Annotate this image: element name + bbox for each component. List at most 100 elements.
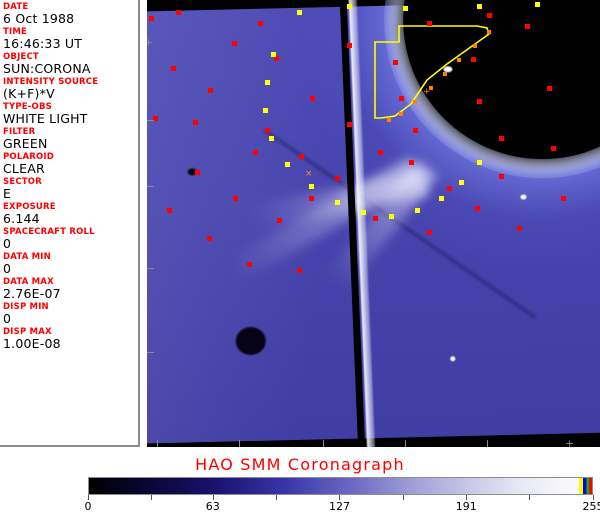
star-marker-red [447, 186, 452, 191]
star-marker-red [171, 66, 176, 71]
metadata-value: E [3, 187, 138, 201]
star-marker-yellow [269, 136, 274, 141]
polygon-vertex-dot [473, 44, 477, 48]
axis-tick [157, 440, 158, 447]
metadata-value: CLEAR [3, 162, 138, 176]
star-marker-red [297, 268, 302, 273]
page-title: HAO SMM Coronagraph [0, 455, 600, 474]
glyph-plus-marker: + [423, 88, 431, 97]
metadata-value: 0 [3, 262, 138, 276]
colorbar-gradient [89, 478, 579, 494]
image-canvas: × + + + [147, 0, 600, 447]
star-marker-red [547, 86, 552, 91]
axis-tick [147, 186, 154, 187]
axis-tick [147, 352, 154, 353]
star-marker-yellow [403, 6, 408, 11]
star-marker-red [409, 160, 414, 165]
star-marker-red [310, 96, 315, 101]
bright-speck [520, 194, 526, 199]
polygon-vertex-dot [413, 100, 417, 104]
star-marker-yellow [347, 4, 352, 9]
star-marker-yellow [439, 196, 444, 201]
metadata-key: SECTOR [3, 177, 138, 187]
metadata-field: INTENSITY SOURCE(K+F)*V [3, 77, 138, 101]
star-marker-yellow [477, 160, 482, 165]
star-marker-red [551, 146, 556, 151]
metadata-key: DATA MIN [3, 252, 138, 262]
glyph-x-marker: × [305, 170, 313, 179]
star-marker-yellow [285, 162, 290, 167]
star-marker-red [233, 196, 238, 201]
metadata-value: 6.144 [3, 212, 138, 226]
crosshair-marker: + [565, 438, 574, 447]
star-marker-red [193, 120, 198, 125]
dark-blob [235, 327, 266, 356]
star-marker-red [475, 206, 480, 211]
star-marker-yellow [361, 210, 366, 215]
metadata-value: GREEN [3, 137, 138, 151]
metadata-value: 1.00E-08 [3, 337, 138, 351]
star-marker-red [517, 226, 522, 231]
metadata-value: 0 [3, 312, 138, 326]
colorbar-label: 191 [456, 500, 477, 513]
image-panel: × + + + [147, 0, 600, 447]
star-marker-red [208, 88, 213, 93]
star-marker-red [167, 208, 172, 213]
star-marker-red [471, 57, 476, 62]
star-marker-red [525, 24, 530, 29]
colorbar [88, 477, 593, 495]
star-marker-yellow [415, 208, 420, 213]
star-marker-red [347, 43, 352, 48]
star-marker-red [277, 218, 282, 223]
star-marker-yellow [297, 10, 302, 15]
colorbar-labels: 063127191255 [88, 500, 593, 512]
star-marker-red [373, 216, 378, 221]
star-marker-red [309, 196, 314, 201]
colorbar-label: 255 [583, 500, 600, 513]
axis-tick [487, 440, 488, 447]
metadata-key: DISP MIN [3, 302, 138, 312]
metadata-value: WHITE LIGHT [3, 112, 138, 126]
polygon-vertex-dot [487, 30, 491, 34]
polygon-vertex-dot [399, 112, 403, 116]
axis-tick [147, 120, 154, 121]
star-marker-yellow [265, 80, 270, 85]
colorbar-label: 63 [206, 500, 220, 513]
star-marker-red [477, 99, 482, 104]
crosshair-marker: + [147, 37, 153, 48]
star-marker-red [378, 150, 383, 155]
axis-tick [147, 268, 154, 269]
axis-tick [323, 440, 324, 447]
metadata-value: 0 [3, 237, 138, 251]
metadata-value: SUN:CORONA [3, 62, 138, 76]
metadata-key: SPACECRAFT ROLL [3, 227, 138, 237]
polygon-vertex-dot [443, 72, 447, 76]
star-marker-yellow [389, 214, 394, 219]
star-marker-red [207, 236, 212, 241]
colorbar-end-markers [579, 478, 592, 494]
star-marker-red [347, 122, 352, 127]
star-marker-red [335, 176, 340, 181]
star-marker-red [195, 170, 200, 175]
star-marker-yellow [271, 52, 276, 57]
axis-tick [239, 440, 240, 447]
star-marker-red [258, 21, 263, 26]
star-marker-yellow [535, 2, 540, 7]
colorbar-label: 0 [85, 500, 92, 513]
star-marker-red [499, 174, 504, 179]
metadata-value: (K+F)*V [3, 87, 138, 101]
